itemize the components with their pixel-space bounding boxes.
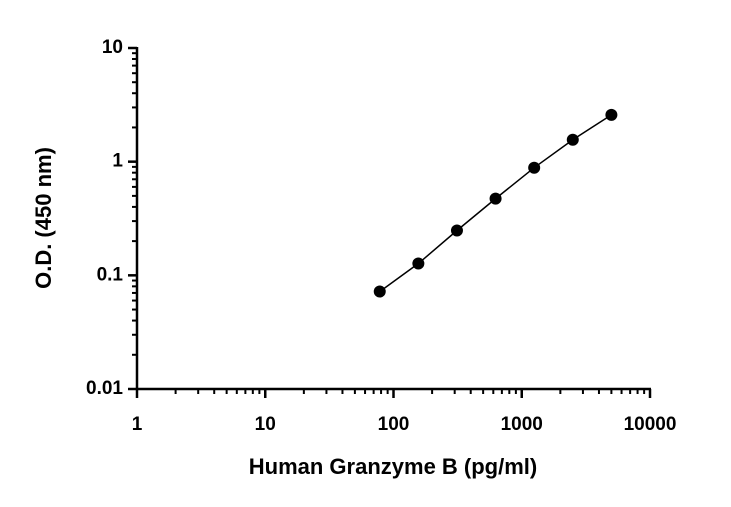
y-tick-label: 1 [112,151,123,172]
data-point [412,257,425,270]
data-point [450,224,463,237]
x-tick-label: 10000 [624,414,677,435]
x-tick-label: 100 [378,414,410,435]
y-tick-label: 0.1 [97,264,124,285]
data-point [373,285,386,298]
y-axis-title: O.D. (450 nm) [31,147,56,289]
data-point [489,192,502,205]
y-tick-label: 0.01 [86,378,123,399]
y-tick-label: 10 [102,37,123,58]
x-axis-title: Human Granzyme B (pg/ml) [249,454,537,479]
data-point [528,161,541,174]
x-tick-label: 1000 [501,414,543,435]
data-point [605,108,618,121]
x-tick-label: 1 [132,414,143,435]
x-tick-label: 10 [255,414,276,435]
data-point [566,133,579,146]
